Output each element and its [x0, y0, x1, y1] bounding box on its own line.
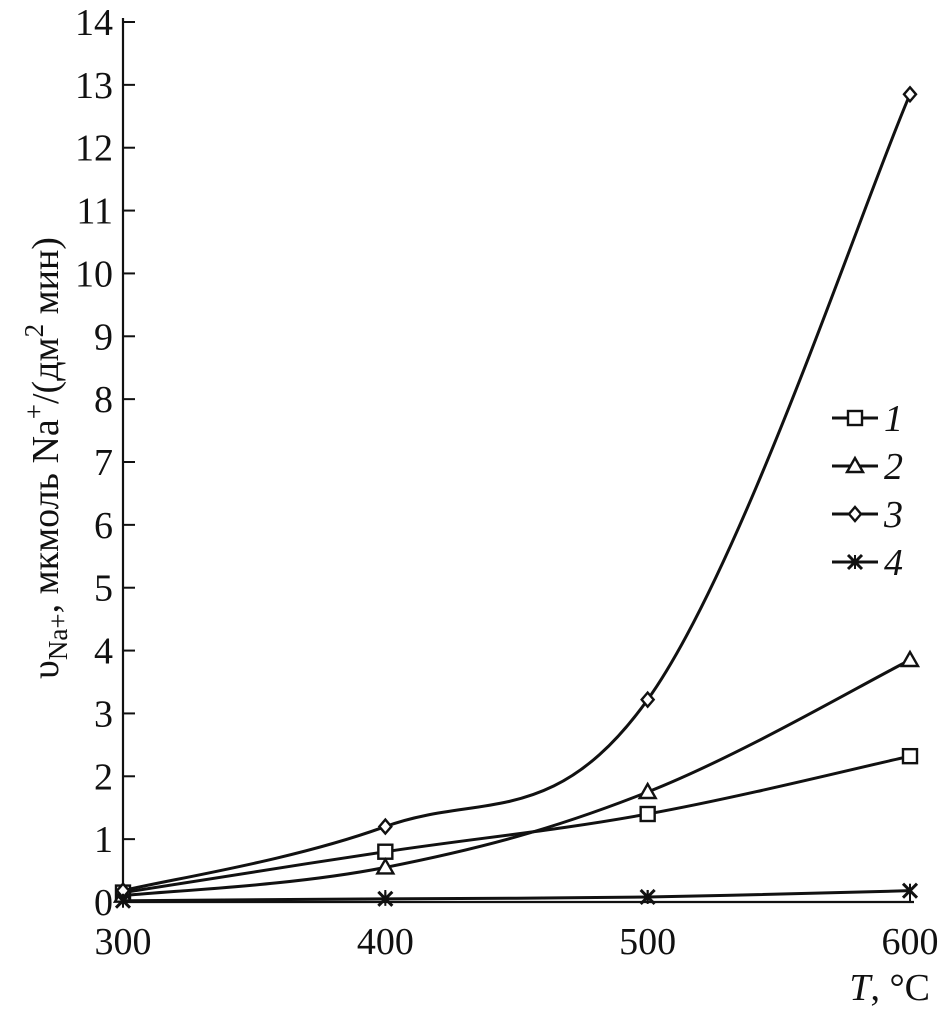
data-point-series-4	[377, 890, 394, 907]
y-tick-label: 3	[94, 693, 113, 735]
data-point-series-4	[639, 888, 656, 906]
x-axis-label-symbol: T	[849, 967, 873, 1009]
y-tick-label: 4	[94, 631, 113, 673]
y-tick-label: 11	[76, 191, 113, 233]
y-axis-label-symbol: υ	[25, 660, 67, 679]
y-tick-label: 13	[75, 65, 113, 107]
y-axis-label-text: , мкмоль Na	[25, 419, 67, 613]
data-point-series-1	[901, 747, 919, 765]
y-tick-label: 7	[94, 442, 113, 484]
data-point-series-4	[901, 882, 919, 899]
legend-marker	[846, 409, 864, 427]
y-axis-label-unit: /(дм	[25, 337, 67, 404]
legend-label: 1	[884, 398, 903, 440]
y-tick-label: 2	[94, 756, 113, 798]
data-point-series-3	[640, 690, 656, 709]
legend-entry-4: 4	[832, 542, 903, 584]
y-tick-label: 10	[75, 253, 113, 295]
legend-marker	[846, 553, 864, 571]
data-point-series-3	[902, 85, 918, 104]
series-layer	[112, 85, 921, 909]
x-axis-label-rest: , °C	[870, 967, 930, 1009]
y-axis-label-unit-end: мин)	[25, 237, 67, 324]
x-tick-label: 300	[95, 921, 152, 963]
legend-entry-3: 3	[832, 494, 903, 536]
y-axis-label-unit-superscript: 2	[19, 324, 49, 338]
data-point-series-2	[375, 857, 396, 875]
legend-entry-2: 2	[832, 446, 903, 488]
y-tick-label: 12	[75, 128, 113, 170]
y-tick-label: 6	[94, 505, 113, 547]
x-tick-label: 600	[882, 921, 939, 963]
legend-marker	[847, 505, 863, 523]
series-line-1	[122, 754, 911, 895]
legend-marker	[844, 455, 866, 474]
data-point-series-1	[639, 805, 656, 823]
x-tick-label: 500	[619, 921, 676, 963]
y-axis-label-subscript: Na+	[43, 613, 73, 660]
x-tick-label: 400	[357, 921, 414, 963]
series-line-4	[122, 889, 911, 903]
legend-label: 4	[884, 542, 903, 584]
data-point-series-3	[377, 817, 393, 836]
y-tick-label: 8	[94, 379, 113, 421]
data-point-series-2	[637, 781, 658, 800]
data-point-series-4	[114, 892, 132, 909]
y-tick-label: 14	[75, 2, 113, 44]
y-axis-label: υNa+, мкмоль Na+/(дм2 мин)	[19, 237, 73, 679]
series-2	[112, 649, 921, 903]
y-tick-label: 9	[94, 316, 113, 358]
series-1	[114, 747, 919, 901]
legend-entry-1: 1	[832, 398, 903, 440]
legend: 1 2 3 4	[832, 398, 903, 584]
series-4	[114, 882, 919, 909]
series-line-2	[122, 658, 911, 898]
y-tick-label: 1	[94, 819, 113, 861]
data-point-series-1	[377, 843, 394, 860]
x-axis-label: T, °C	[849, 967, 930, 1009]
y-tick-label: 5	[94, 568, 113, 610]
data-point-series-2	[899, 649, 921, 668]
series-3	[115, 85, 918, 900]
series-line-3	[122, 93, 912, 893]
legend-label: 2	[884, 446, 903, 488]
y-tick-label: 0	[94, 882, 113, 924]
legend-label: 3	[883, 494, 903, 536]
y-axis-label-superscript: +	[19, 404, 49, 419]
